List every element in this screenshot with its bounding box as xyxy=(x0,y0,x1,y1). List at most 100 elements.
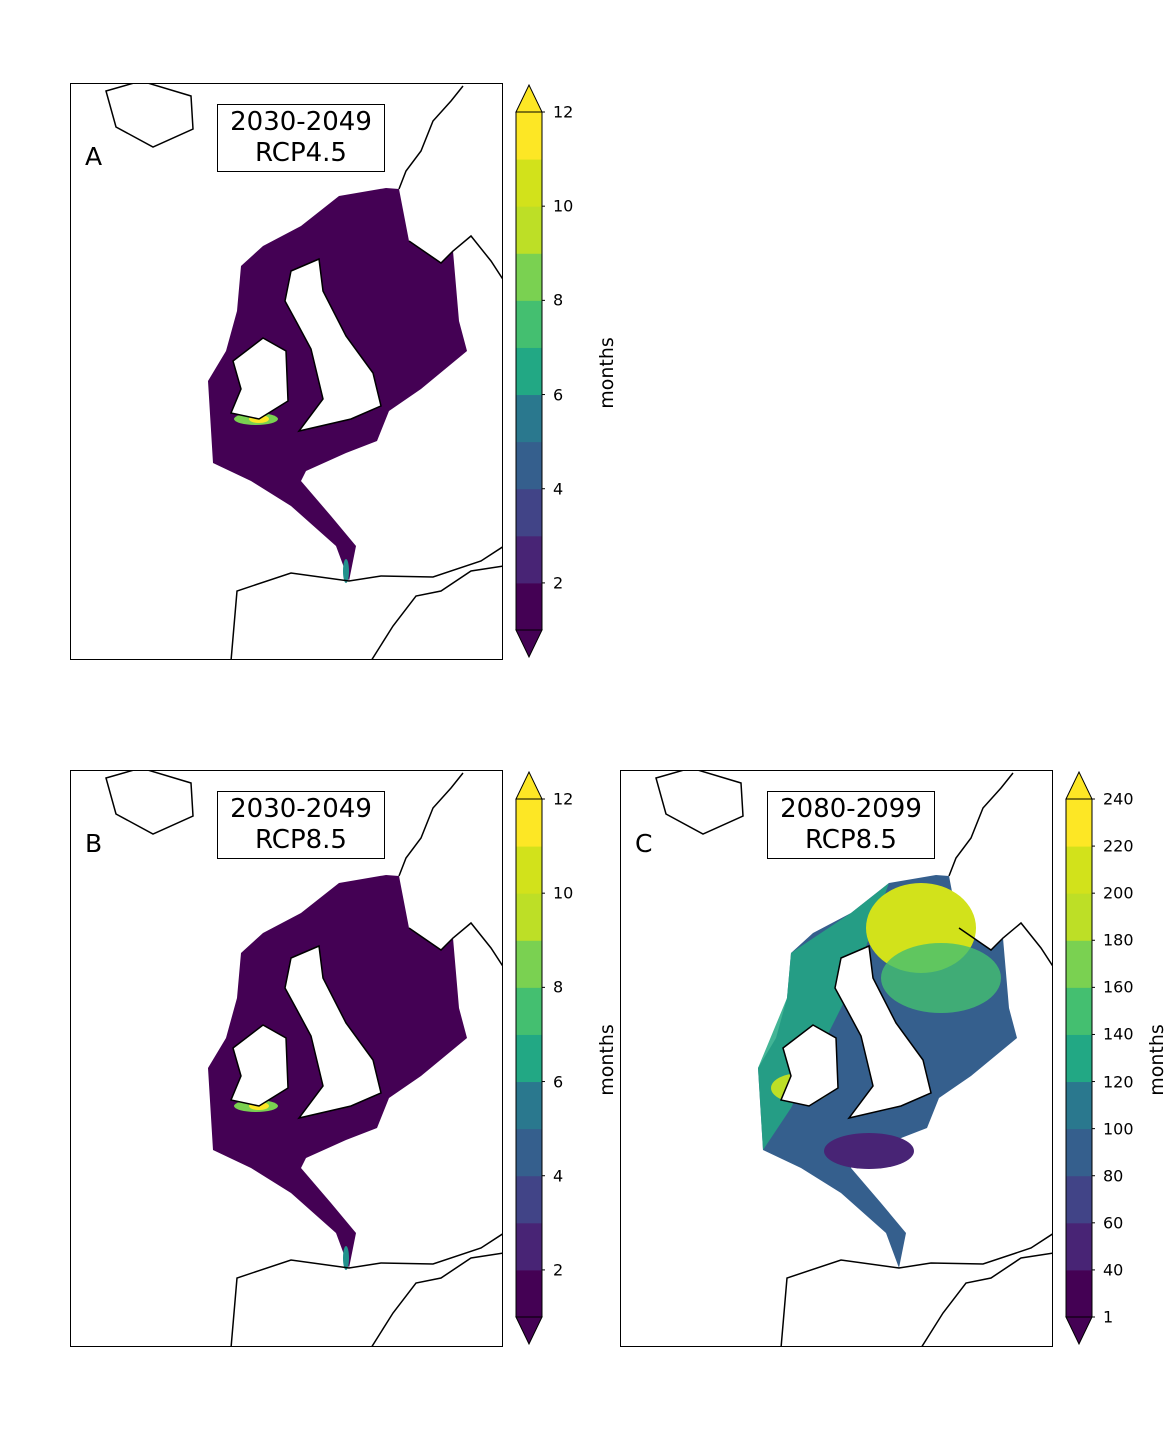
colorbar-frame xyxy=(515,111,543,631)
map-a xyxy=(105,84,502,659)
colorbar-a: months 2 4 6 8 10 12 xyxy=(515,83,625,663)
colorbar-label: months xyxy=(596,337,618,409)
colorbar-band xyxy=(516,1128,542,1177)
colorbar-tick-label: 200 xyxy=(1103,883,1134,903)
colorbar-tick-label: 12 xyxy=(553,789,574,809)
colorbar-extend-min xyxy=(515,1316,543,1346)
colorbar-band xyxy=(1066,1128,1092,1177)
colorbar-extend-min xyxy=(515,629,543,659)
title-box: 2080-2099 RCP8.5 xyxy=(767,791,935,859)
colorbar-band xyxy=(1066,1269,1092,1318)
colorbar-tick-label: 160 xyxy=(1103,977,1134,997)
colorbar-band xyxy=(1066,940,1092,988)
norway-coastline xyxy=(948,772,1014,877)
period: 2080-2099 xyxy=(780,794,922,824)
colorbar-tick-label: 80 xyxy=(1103,1166,1124,1186)
colorbar-band xyxy=(1066,799,1092,847)
colorbar-band xyxy=(516,1034,542,1083)
period: 2030-2049 xyxy=(230,794,372,824)
iberia-france-coastline xyxy=(780,1233,1052,1346)
colorbar-tick-label: 12 xyxy=(553,102,574,122)
colorbar-tick-label: 8 xyxy=(553,977,564,997)
colorbar-band xyxy=(516,112,542,160)
colorbar-band xyxy=(516,1081,542,1130)
panel-label: C xyxy=(635,829,653,858)
map-panel-a: A 2030-2049 RCP4.5 xyxy=(70,83,503,660)
colorbar-c: months 1 40 60 80 100 120 140 160 180 200 220 240 xyxy=(1065,770,1170,1350)
title-box: 2030-2049 RCP4.5 xyxy=(217,104,385,172)
colorbar-tick-label: 4 xyxy=(553,1166,564,1186)
colorbar-band xyxy=(516,159,542,207)
map-c xyxy=(655,771,1052,1346)
colorbar-tick-label: 120 xyxy=(1103,1072,1134,1092)
scenario: RCP8.5 xyxy=(805,825,897,855)
great-britain-landmass xyxy=(284,944,382,1120)
colorbar-tick-label: 6 xyxy=(553,1072,564,1092)
colorbar-tick-label: 1 xyxy=(1103,1307,1114,1327)
title-box: 2030-2049 RCP8.5 xyxy=(217,791,385,859)
colorbar-extend-min xyxy=(1065,1316,1093,1346)
colorbar-band xyxy=(516,799,542,847)
iceland-landmass xyxy=(105,771,194,835)
scenario: RCP8.5 xyxy=(255,825,347,855)
colorbar-band xyxy=(1066,1034,1092,1083)
colorbar-label: months xyxy=(1146,1024,1168,1096)
colorbar-band xyxy=(516,347,542,396)
sweden-coastline xyxy=(408,234,502,280)
colorbar-band xyxy=(516,1175,542,1224)
iberia-south-coastline xyxy=(371,565,502,659)
colorbar-band xyxy=(516,394,542,443)
colorbar-frame xyxy=(515,798,543,1318)
great-britain-landmass xyxy=(834,944,932,1120)
colorbar-tick-label: 140 xyxy=(1103,1024,1134,1044)
ireland-landmass xyxy=(229,1024,289,1107)
ireland-landmass xyxy=(229,337,289,420)
colorbar-band xyxy=(516,300,542,348)
colorbar-tick-label: 100 xyxy=(1103,1119,1134,1139)
colorbar-band xyxy=(1066,1175,1092,1224)
iberia-south-coastline xyxy=(921,1252,1052,1346)
colorbar-band xyxy=(516,1269,542,1318)
colorbar-tick-label: 2 xyxy=(553,1260,564,1280)
great-britain-landmass xyxy=(284,257,382,433)
biscay-hotspot xyxy=(343,559,349,583)
colorbar-band xyxy=(516,893,542,941)
colorbar-band xyxy=(516,940,542,988)
colorbar-extend-max xyxy=(515,770,543,800)
sweden-coastline xyxy=(408,921,502,967)
map-b xyxy=(105,771,502,1346)
colorbar-band xyxy=(516,1222,542,1271)
colorbar-tick-label: 6 xyxy=(553,385,564,405)
colorbar-frame xyxy=(1065,798,1093,1318)
panel-label: B xyxy=(85,829,103,858)
period: 2030-2049 xyxy=(230,107,372,137)
colorbar-tick-label: 40 xyxy=(1103,1260,1124,1280)
colorbar-band xyxy=(516,582,542,631)
channel-field xyxy=(824,1133,914,1169)
map-panel-c: C 2080-2099 RCP8.5 xyxy=(620,770,1053,1347)
iberia-france-coastline xyxy=(230,546,502,659)
colorbar-band xyxy=(516,253,542,301)
colorbar-tick-label: 4 xyxy=(553,479,564,499)
colorbar-extend-max xyxy=(515,83,543,113)
colorbar-band xyxy=(1066,1081,1092,1130)
colorbar-tick-label: 10 xyxy=(553,883,574,903)
map-panel-b: B 2030-2049 RCP8.5 xyxy=(70,770,503,1347)
colorbar-band xyxy=(1066,846,1092,894)
north-sea-field xyxy=(881,943,1001,1013)
colorbar-tick-label: 220 xyxy=(1103,836,1134,856)
colorbar-band xyxy=(1066,987,1092,1035)
colorbar-tick-label: 240 xyxy=(1103,789,1134,809)
colorbar-tick-label: 180 xyxy=(1103,930,1134,950)
iceland-landmass xyxy=(105,84,194,148)
scenario: RCP4.5 xyxy=(255,138,347,168)
colorbar-tick-label: 60 xyxy=(1103,1213,1124,1233)
colorbar-band xyxy=(516,488,542,537)
colorbar-tick-label: 10 xyxy=(553,196,574,216)
sweden-coastline xyxy=(958,921,1052,967)
norway-coastline xyxy=(398,772,464,877)
panel-label: A xyxy=(85,142,103,171)
iberia-south-coastline xyxy=(371,1252,502,1346)
colorbar-band xyxy=(1066,1222,1092,1271)
